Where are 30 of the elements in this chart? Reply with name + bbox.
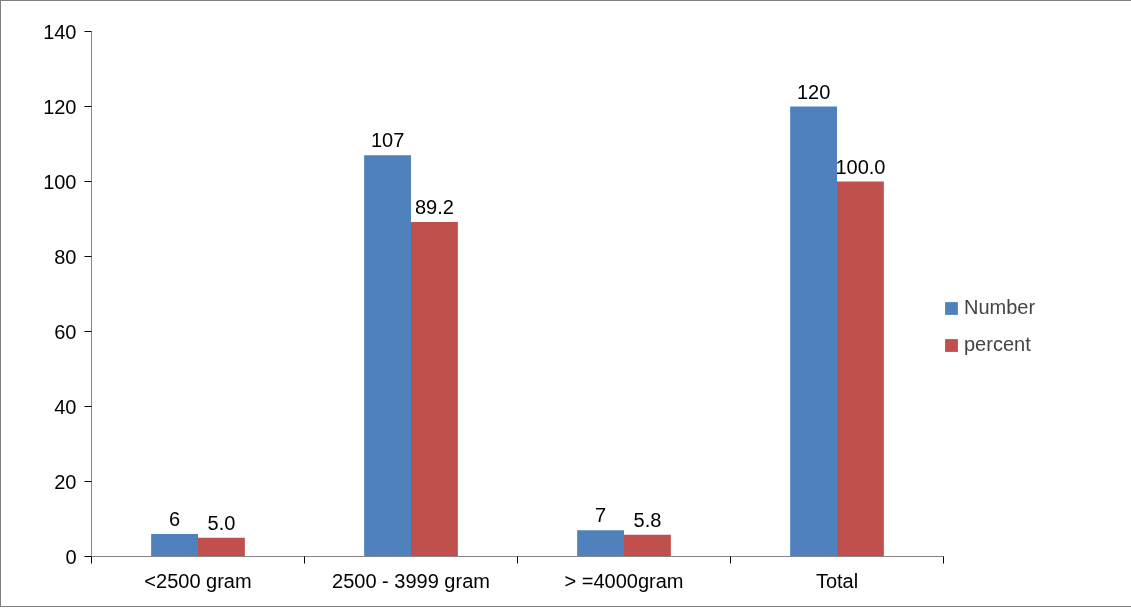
y-tick-label: 100 (43, 170, 77, 193)
data-label: 100.0 (835, 155, 886, 178)
y-tick-label: 80 (54, 245, 77, 268)
x-tick-label: > =4000gram (564, 569, 684, 592)
data-label: 6 (169, 508, 181, 530)
y-tick-label: 140 (43, 20, 77, 43)
x-tick-label: 2500 - 3999 gram (332, 569, 490, 592)
bar (577, 530, 624, 557)
y-tick-label: 40 (54, 395, 77, 418)
bar (411, 222, 458, 557)
data-label: 89.2 (414, 196, 454, 218)
x-tick-label: <2500 gram (144, 569, 252, 592)
bar (151, 534, 198, 557)
bar (198, 537, 245, 557)
bar (790, 106, 837, 557)
data-label: 7 (595, 504, 607, 527)
y-tick-label: 0 (65, 545, 77, 568)
y-tick-label: 60 (54, 320, 77, 343)
data-label: 5.8 (633, 508, 662, 531)
y-tick-label: 20 (54, 470, 77, 493)
bar (624, 534, 671, 557)
bar (364, 155, 411, 557)
data-label: 5.0 (207, 511, 236, 534)
data-label: 107 (370, 129, 405, 152)
x-tick-label: Total (815, 569, 859, 592)
y-tick-label: 120 (43, 95, 77, 118)
legend-label: percent (964, 333, 1031, 356)
bar (837, 181, 884, 557)
legend-label: Number (964, 296, 1036, 319)
data-label: 120 (796, 80, 831, 103)
